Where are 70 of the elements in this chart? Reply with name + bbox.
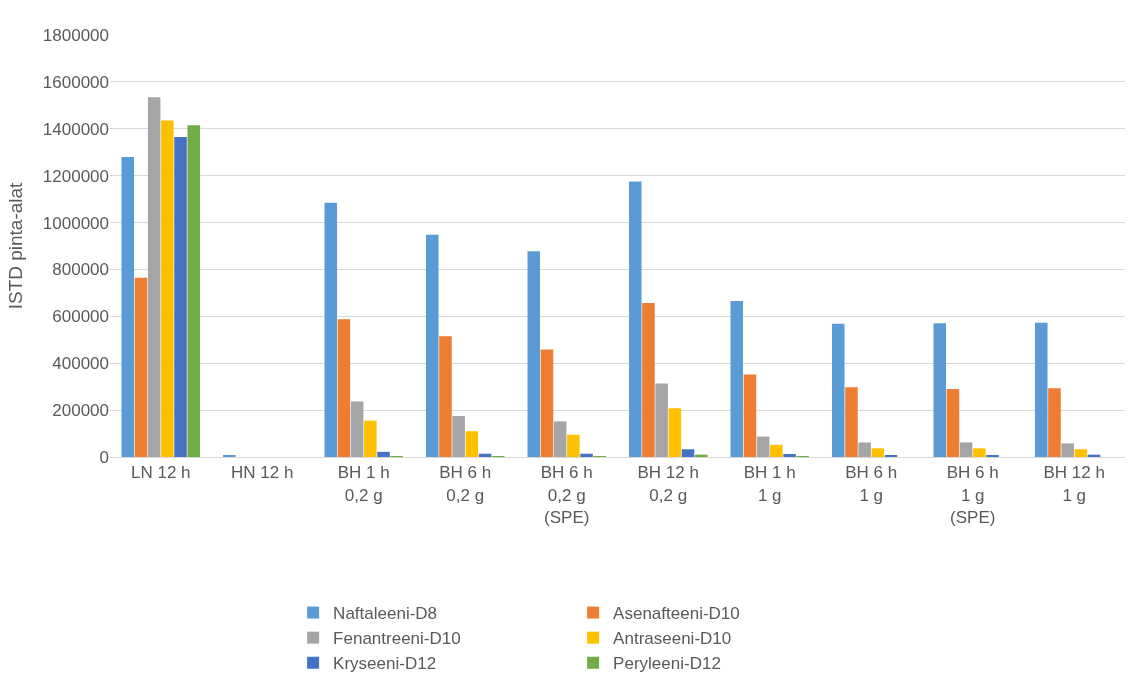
bar [527,251,541,457]
bar [681,449,695,457]
bar [553,421,567,457]
bar [831,323,845,457]
x-tick-label: BH 6 h 1 g [845,463,898,505]
legend-label: Fenantreeni-D10 [333,629,461,649]
y-tick-label: 0 [99,447,109,467]
bar [452,415,465,457]
bar [147,97,161,457]
y-tick-label: 1000000 [42,213,109,233]
bar [425,234,439,457]
x-tick-label: BH 6 h 1 g (SPE) [946,463,999,527]
bar [946,389,960,457]
x-tick-label: LN 12 h [130,463,191,483]
y-tick-label: 400000 [52,354,109,374]
x-tick-label: BH 12 h 1 g [1043,463,1105,505]
legend-label: Asenafteeni-D10 [613,604,740,624]
legend-label: Peryleeni-D12 [613,654,721,674]
y-tick-label: 600000 [52,307,109,327]
y-tick-label: 1400000 [42,119,109,139]
x-tick-label: BH 6 h 0,2 g [439,463,492,505]
bar [783,453,796,457]
bar [642,302,655,457]
y-tick-label: 1200000 [42,166,109,186]
bar [324,202,338,457]
bar [377,451,390,457]
bar [628,181,642,457]
bar [933,323,947,457]
bar [121,156,135,457]
bar [959,442,973,457]
x-tick-label: HN 12 h [231,463,294,483]
legend-label: Kryseeni-D12 [333,654,437,674]
bar [668,408,682,457]
bar [567,434,580,457]
legend-label: Naftaleeni-D8 [333,604,438,624]
bar [730,301,744,457]
y-tick-label: 1600000 [42,72,109,92]
bar [337,319,351,457]
x-tick-label: BH 1 h 1 g [743,463,796,505]
bar [465,431,479,457]
bar [350,401,364,457]
bar [845,387,858,457]
bar [187,125,201,457]
bar [743,374,757,457]
bar [858,442,871,457]
x-tick-label: BH 6 h 0,2 g (SPE) [540,463,593,527]
legend-label: Antraseeni-D10 [613,629,732,649]
bar [161,120,174,457]
y-tick-label: 1800000 [42,25,109,45]
bar [770,444,783,457]
bar [973,448,986,457]
bar [134,277,148,457]
y-tick-label: 800000 [52,260,109,280]
bar [1074,449,1088,457]
bar [174,136,187,457]
x-tick-label: BH 12 h 0,2 g [637,463,699,505]
bar [756,436,770,457]
bar [364,420,377,457]
y-axis-title: ISTD pinta-alat [4,181,26,310]
x-tick-label: BH 1 h 0,2 g [337,463,390,505]
bar [871,448,885,457]
y-tick-label: 200000 [52,401,109,421]
bar [1034,322,1048,457]
bar [540,349,554,457]
bar [1061,443,1074,457]
bar [439,336,452,457]
bar [580,453,593,457]
bar [1048,388,1061,457]
bar [694,454,708,457]
bar [655,383,668,457]
